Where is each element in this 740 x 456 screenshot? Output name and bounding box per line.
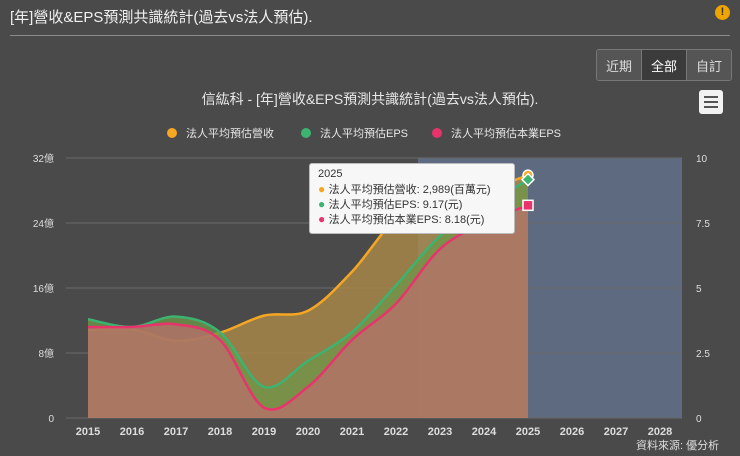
range-selector: 近期 全部 自訂 <box>596 49 732 81</box>
legend-marker <box>301 128 311 138</box>
x-tick-label: 2027 <box>604 426 628 438</box>
y-right-tick-label: 2.5 <box>696 349 710 360</box>
x-tick-label: 2024 <box>472 426 497 438</box>
x-tick-label: 2021 <box>340 426 364 438</box>
info-icon[interactable]: ! <box>715 5 730 20</box>
x-tick-label: 2015 <box>76 426 100 438</box>
chart-title: 信紘科 - [年]營收&EPS預測共識統計(過去vs法人預估). <box>202 91 539 107</box>
legend-marker <box>167 128 177 138</box>
tooltip-row: ● 法人平均預估本業EPS: 8.18(元) <box>318 212 485 226</box>
legend-label: 法人平均預估本業EPS <box>451 126 561 140</box>
x-tick-label: 2026 <box>560 426 584 438</box>
legend-marker <box>432 128 442 138</box>
series-point <box>520 172 536 187</box>
y-right-tick-label: 5 <box>696 284 702 295</box>
x-tick-label: 2022 <box>384 426 408 438</box>
legend-label: 法人平均預估EPS <box>320 126 408 140</box>
divider <box>10 35 730 36</box>
tooltip-row-label: 法人平均預估EPS: 9.17(元) <box>328 199 463 211</box>
x-tick-label: 2019 <box>252 426 276 438</box>
series-line <box>87 204 529 411</box>
y-right-tick-label: 7.5 <box>696 219 710 230</box>
series-area <box>88 205 528 418</box>
credits-text: 資料來源: 優分析 <box>636 440 720 452</box>
y-left-tick-label: 24億 <box>33 217 54 230</box>
x-tick-label: 2020 <box>296 426 320 438</box>
tooltip: 2025 ● 法人平均預估營收: 2,989(百萬元) ● 法人平均預估EPS:… <box>309 163 515 234</box>
tooltip-row-label: 法人平均預估營收: 2,989(百萬元) <box>328 184 491 196</box>
menu-icon-bar <box>704 101 718 103</box>
range-custom-button[interactable]: 自訂 <box>687 50 731 80</box>
x-tick-label: 2023 <box>428 426 452 438</box>
tooltip-row: ● 法人平均預估營收: 2,989(百萬元) <box>318 182 491 196</box>
series-point <box>522 199 534 212</box>
tooltip-row-label: 法人平均預估本業EPS: 8.18(元) <box>328 214 485 226</box>
legend-label: 法人平均預估營收 <box>186 126 274 140</box>
range-all-button[interactable]: 全部 <box>642 50 687 80</box>
menu-icon-bar <box>704 96 718 98</box>
range-recent-button[interactable]: 近期 <box>597 50 642 80</box>
y-right-tick-label: 10 <box>696 154 708 165</box>
x-tick-label: 2018 <box>208 426 232 438</box>
y-right-tick-label: 0 <box>696 414 702 425</box>
x-tick-label: 2017 <box>164 426 188 438</box>
tooltip-year: 2025 <box>318 168 343 180</box>
tooltip-row: ● 法人平均預估EPS: 9.17(元) <box>318 197 463 211</box>
x-tick-label: 2025 <box>516 426 540 438</box>
x-tick-label: 2016 <box>120 426 144 438</box>
chart-menu-button[interactable] <box>699 90 723 114</box>
page-title: [年]營收&EPS預測共識統計(過去vs法人預估). <box>10 9 313 26</box>
y-left-tick-label: 32億 <box>33 152 54 165</box>
y-left-tick-label: 16億 <box>33 282 54 295</box>
menu-icon-bar <box>704 106 718 108</box>
y-left-tick-label: 8億 <box>38 347 54 360</box>
y-left-tick-label: 0 <box>48 414 54 425</box>
x-tick-label: 2028 <box>648 426 672 438</box>
